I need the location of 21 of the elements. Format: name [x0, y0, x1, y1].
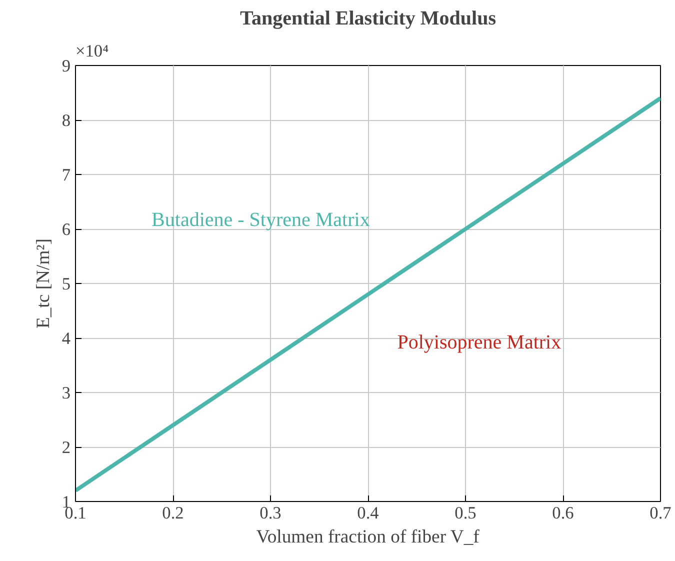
- x-tick-label: 0.3: [260, 504, 282, 522]
- x-tick-label: 0.6: [552, 504, 574, 522]
- y-tick-label: 3: [62, 384, 71, 402]
- x-axis-title: Volumen fraction of fiber V_f: [256, 526, 480, 548]
- x-tick-label: 0.5: [454, 504, 476, 522]
- y-axis-title: E_tc [N/m²]: [32, 238, 54, 329]
- y-tick-label: 9: [62, 56, 71, 76]
- y-tick-label: 5: [62, 274, 71, 294]
- x-tick-label: 0.2: [162, 504, 184, 522]
- line-series: [76, 96, 660, 493]
- y-tick-label: 8: [62, 111, 71, 130]
- text: ×10⁴: [76, 42, 109, 60]
- x-tick-label: 0.4: [357, 504, 380, 522]
- y-tick-label: 4: [62, 329, 71, 348]
- y-tick-label: 6: [62, 220, 71, 239]
- y-tick-label: 2: [62, 438, 71, 457]
- legend-label: Polyisoprene Matrix: [397, 331, 562, 354]
- x-tick-label: 0.7: [650, 504, 672, 522]
- text: Butadiene - Styrene Matrix: [152, 209, 370, 232]
- y-tick-label: 7: [62, 166, 71, 184]
- chart-title: Tangential Elasticity Modulus: [240, 8, 496, 30]
